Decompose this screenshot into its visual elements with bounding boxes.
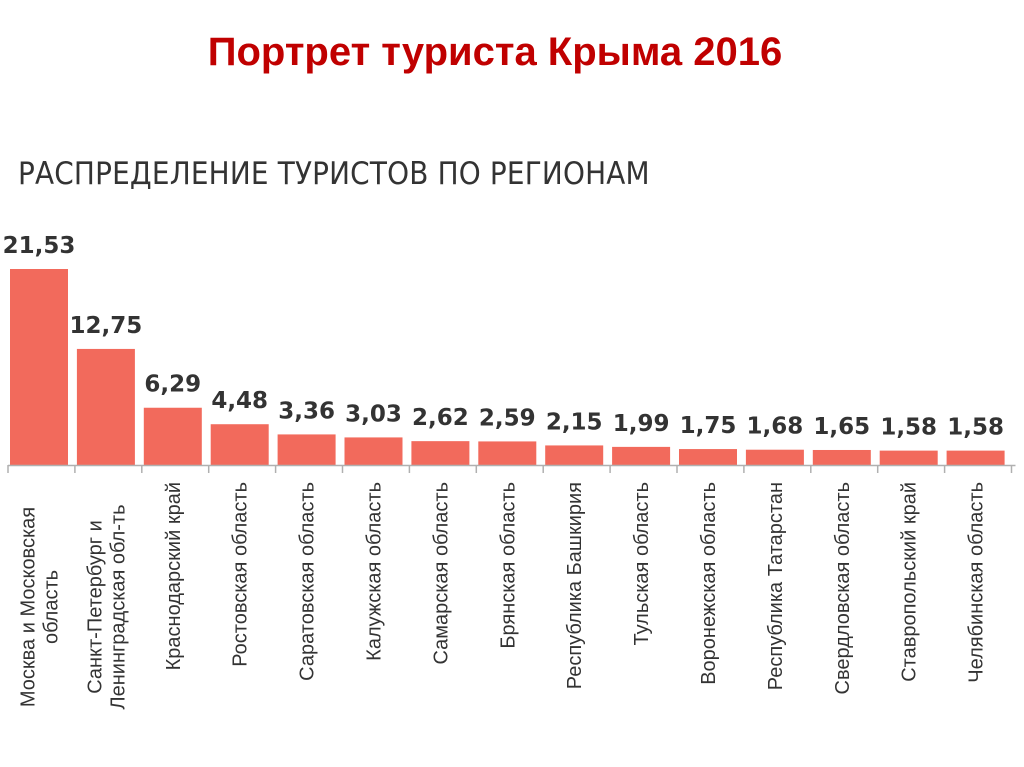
bar [76,348,135,465]
page-title: Портрет туриста Крыма 2016 [207,30,783,74]
category-label-line: Москва и Московская [18,507,40,707]
category-label: Саратовская область [297,482,319,681]
bar [879,450,938,465]
bar-value-label: 2,62 [412,405,469,431]
bar [478,441,537,465]
bar-value-label: 3,36 [278,398,335,424]
bar [277,434,336,465]
bar-value-label: 1,58 [880,415,937,441]
category-label-line: Тульская область [631,482,653,646]
category-label: Санкт-Петербург и Ленинградская обл-ть [84,504,129,709]
bar [946,450,1005,465]
bar-value-label: 12,75 [70,313,143,339]
bar-value-label: 1,68 [747,414,804,440]
category-label: Брянская область [497,482,519,649]
category-label-line: Брянская область [497,482,519,649]
category-label: Краснодарский край [163,482,185,670]
bar-value-label: 1,65 [813,414,870,440]
bar [745,449,804,465]
bar [612,446,671,465]
value-labels-group: 21,53 12,75 6,29 4,48 3,36 3,03 2,62 2,59 2,15 1,… [3,233,1004,441]
bar-value-label: 1,99 [613,411,670,437]
bar-value-label: 1,58 [947,415,1004,441]
bar-value-label: 21,53 [3,233,76,259]
x-axis-ticks [7,465,1013,473]
category-label-line: Ставропольский край [899,482,921,682]
bar [545,445,604,465]
category-label-line: Калужская область [364,482,386,661]
category-label-line: Челябинская область [966,482,988,683]
bar-value-label: 6,29 [144,372,201,398]
bar [411,441,470,465]
category-label-line: Ростовская область [230,482,252,667]
category-label-line: Свердловская область [832,482,854,694]
category-label: Республика Татарстан [765,482,787,690]
bars-group [10,269,1005,465]
bar-value-label: 2,15 [546,409,603,435]
category-label-line: область [41,570,63,644]
category-label: Воронежская область [698,482,720,685]
category-label-line: Краснодарский край [163,482,185,670]
bar [679,449,737,465]
bar [812,449,871,465]
category-label-line: Республика Татарстан [765,482,787,690]
bar-value-label: 4,48 [211,388,268,414]
category-label: Калужская область [364,482,386,661]
bar [143,407,202,465]
category-label-line: Ленинградская обл-ть [107,504,129,709]
category-label-line: Республика Башкирия [564,482,586,689]
category-label-line: Воронежская область [698,482,720,685]
category-label: Тульская область [631,482,653,646]
chart-title-text: Распределение туристов по регионам [18,156,650,192]
category-label: Свердловская область [832,482,854,694]
category-label: Ставропольский край [899,482,921,682]
category-label: Ростовская область [230,482,252,667]
bar [210,424,269,465]
category-label-line: Санкт-Петербург и [84,520,106,694]
bar-value-label: 3,03 [345,401,402,427]
x-axis-tick-labels: Москва и Московская область Санкт-Петербур… [18,482,988,710]
category-label-line: Саратовская область [297,482,319,681]
category-label: Республика Башкирия [564,482,586,689]
category-label: Самарская область [430,482,452,665]
bar-value-label: 2,59 [479,405,536,431]
category-label-line: Самарская область [430,482,452,665]
category-label: Челябинская область [966,482,988,683]
category-label: Москва и Московская область [18,507,63,707]
bar [10,269,68,465]
chart-title: Распределение туристов по регионам [18,156,650,192]
bar-value-label: 1,75 [680,413,737,439]
bar [344,437,403,465]
